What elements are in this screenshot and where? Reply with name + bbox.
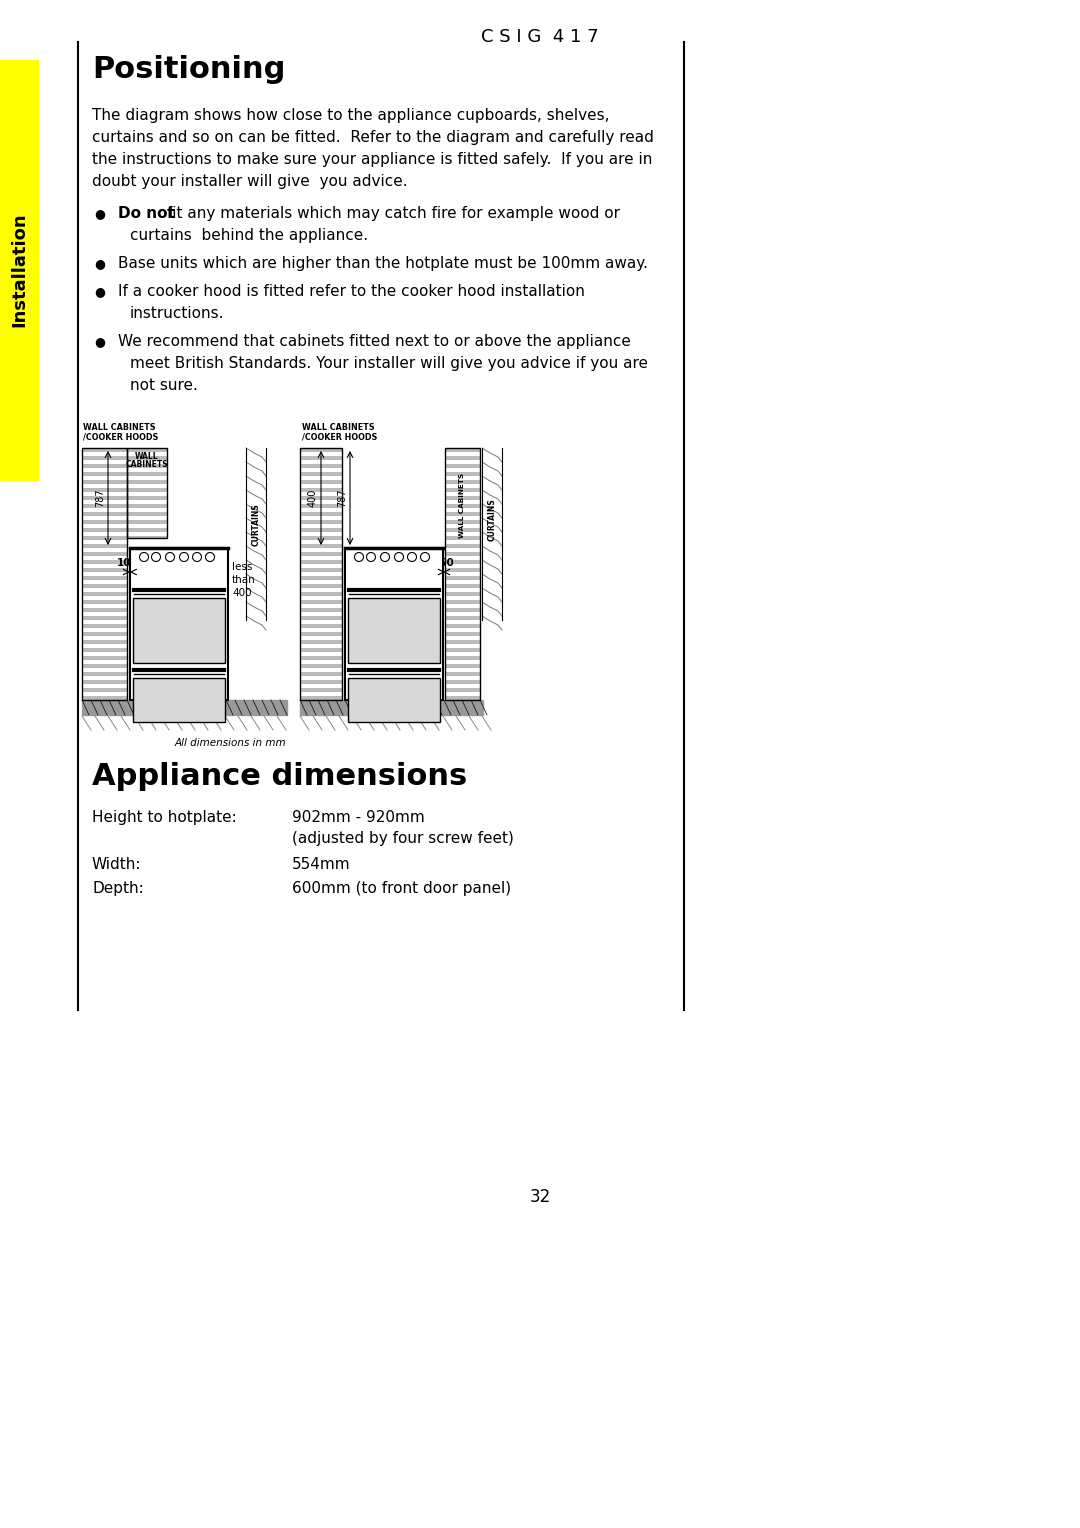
Bar — [300, 448, 342, 700]
Text: All dimensions in mm: All dimensions in mm — [174, 738, 286, 749]
Text: instructions.: instructions. — [130, 306, 225, 321]
Text: ●: ● — [94, 335, 105, 348]
Text: CURTAINS: CURTAINS — [252, 504, 260, 547]
Text: 787: 787 — [95, 489, 105, 507]
Text: WALL CABINETS: WALL CABINETS — [459, 472, 465, 538]
Text: less: less — [232, 562, 253, 571]
Text: 32: 32 — [529, 1187, 551, 1206]
Text: ●: ● — [94, 286, 105, 298]
Text: 554mm: 554mm — [292, 857, 351, 872]
Text: (adjusted by four screw feet): (adjusted by four screw feet) — [292, 831, 514, 847]
Text: meet British Standards. Your installer will give you advice if you are: meet British Standards. Your installer w… — [130, 356, 648, 371]
Bar — [0, 60, 38, 480]
Text: Positioning: Positioning — [92, 55, 285, 84]
Text: not sure.: not sure. — [130, 377, 198, 393]
Text: WALL CABINETS: WALL CABINETS — [302, 423, 375, 432]
Bar — [82, 700, 287, 715]
Text: CURTAINS: CURTAINS — [487, 498, 497, 541]
Text: /COOKER HOODS: /COOKER HOODS — [302, 432, 377, 442]
Bar — [348, 597, 440, 663]
Text: The diagram shows how close to the appliance cupboards, shelves,: The diagram shows how close to the appli… — [92, 108, 609, 122]
Bar — [345, 549, 443, 700]
Text: Depth:: Depth: — [92, 882, 144, 895]
Text: ●: ● — [94, 206, 105, 220]
Text: 902mm - 920mm: 902mm - 920mm — [292, 810, 424, 825]
Text: curtains and so on can be fitted.  Refer to the diagram and carefully read: curtains and so on can be fitted. Refer … — [92, 130, 653, 145]
Text: than: than — [232, 575, 256, 585]
Bar — [133, 597, 225, 663]
Bar — [348, 678, 440, 723]
Text: curtains  behind the appliance.: curtains behind the appliance. — [130, 228, 368, 243]
Text: WALL: WALL — [135, 452, 159, 461]
Text: Height to hotplate:: Height to hotplate: — [92, 810, 237, 825]
Text: /COOKER HOODS: /COOKER HOODS — [83, 432, 159, 442]
Text: C S I G  4 1 7: C S I G 4 1 7 — [482, 28, 598, 46]
Text: If a cooker hood is fitted refer to the cooker hood installation: If a cooker hood is fitted refer to the … — [118, 284, 585, 299]
Bar — [300, 700, 483, 715]
Bar — [127, 448, 167, 538]
Text: 400: 400 — [308, 489, 318, 507]
Text: Do not: Do not — [118, 206, 175, 222]
Text: ●: ● — [94, 257, 105, 270]
Text: WALL CABINETS: WALL CABINETS — [83, 423, 156, 432]
Text: Installation: Installation — [10, 212, 28, 327]
Text: doubt your installer will give  you advice.: doubt your installer will give you advic… — [92, 174, 407, 189]
Bar — [82, 448, 127, 700]
Text: 150: 150 — [433, 558, 455, 568]
Text: 400: 400 — [232, 588, 252, 597]
Bar — [133, 678, 225, 723]
Text: We recommend that cabinets fitted next to or above the appliance: We recommend that cabinets fitted next t… — [118, 335, 631, 348]
Text: CABINETS: CABINETS — [125, 460, 168, 469]
Text: 600mm (to front door panel): 600mm (to front door panel) — [292, 882, 511, 895]
Text: the instructions to make sure your appliance is fitted safely.  If you are in: the instructions to make sure your appli… — [92, 151, 652, 167]
Bar — [445, 448, 480, 700]
Text: Width:: Width: — [92, 857, 141, 872]
Text: fit any materials which may catch fire for example wood or: fit any materials which may catch fire f… — [162, 206, 620, 222]
Text: Base units which are higher than the hotplate must be 100mm away.: Base units which are higher than the hot… — [118, 257, 648, 270]
Text: Appliance dimensions: Appliance dimensions — [92, 762, 468, 792]
Bar — [130, 549, 228, 700]
Text: 100: 100 — [117, 558, 139, 568]
Text: 787: 787 — [337, 489, 347, 507]
